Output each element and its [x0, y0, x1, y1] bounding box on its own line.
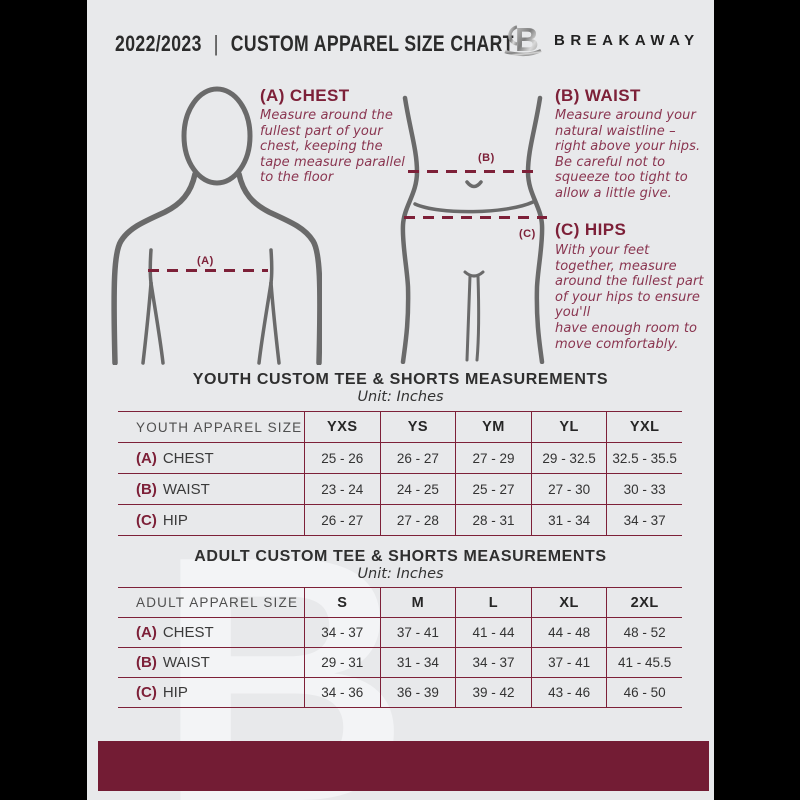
- title-divider: |: [213, 31, 219, 56]
- measurement-line-c: [404, 216, 547, 219]
- measurement-row-label: (C) HIP: [118, 505, 304, 536]
- row-name: HIP: [162, 511, 188, 529]
- size-column-header: YXL: [606, 412, 682, 443]
- row-prefix: (A): [136, 449, 157, 467]
- footer-accent-bar: [98, 741, 709, 791]
- size-column-header: YL: [530, 412, 607, 443]
- measurement-value-cell: 31 - 34: [379, 648, 456, 678]
- row-prefix: (B): [136, 480, 157, 498]
- size-column-header: XL: [530, 588, 607, 618]
- diagram-label-c: (C): [519, 228, 536, 240]
- measurement-value-cell: 34 - 37: [455, 648, 531, 678]
- adult-size-table: ADULT APPAREL SIZE S M L XL 2XL (A) CHES…: [118, 587, 682, 708]
- size-column-header: YS: [379, 412, 456, 443]
- measurement-value-cell: 25 - 26: [304, 443, 380, 474]
- measurement-value-cell: 30 - 33: [606, 474, 682, 505]
- measurement-value-cell: 25 - 27: [455, 474, 531, 505]
- measurement-value-cell: 39 - 42: [455, 678, 531, 708]
- size-column-header: L: [455, 588, 531, 618]
- measurement-row-label: (A) CHEST: [118, 443, 304, 474]
- chest-section-text: Measure around the fullest part of your …: [260, 108, 406, 186]
- youth-size-table: YOUTH APPAREL SIZE YXS YS YM YL YXL (A) …: [118, 411, 682, 536]
- measurement-value-cell: 46 - 50: [606, 678, 682, 708]
- row-name: CHEST: [162, 624, 214, 641]
- measurement-value-cell: 32.5 - 35.5: [606, 443, 682, 474]
- adult-table-title: ADULT CUSTOM TEE & SHORTS MEASUREMENTS: [194, 548, 607, 565]
- measurement-row-label: (B) WAIST: [118, 474, 304, 505]
- row-name: WAIST: [162, 480, 210, 498]
- measurement-line-a: [148, 269, 268, 272]
- svg-text:B: B: [515, 21, 539, 58]
- measurement-value-cell: 29 - 32.5: [530, 443, 607, 474]
- hips-section-text: With your feet together, measure around …: [555, 243, 704, 352]
- breakaway-logo-icon: B: [504, 21, 542, 58]
- page-title: 2022/2023 | CUSTOM APPAREL SIZE CHART: [115, 31, 514, 57]
- measurement-value-cell: 24 - 25: [379, 474, 456, 505]
- hips-section-heading: (C) HIPS: [555, 220, 627, 239]
- measurement-value-cell: 27 - 28: [379, 505, 456, 536]
- measurement-row-label: (A) CHEST: [118, 618, 304, 648]
- waist-section-heading: (B) WAIST: [555, 86, 641, 105]
- measurement-row-label: (C) HIP: [118, 678, 304, 708]
- row-prefix: (B): [136, 654, 157, 671]
- row-prefix: (C): [136, 511, 157, 529]
- size-column-header: YM: [455, 412, 531, 443]
- chest-silhouette-figure: [111, 86, 322, 365]
- measurement-value-cell: 37 - 41: [379, 618, 456, 648]
- measurement-value-cell: 23 - 24: [304, 474, 380, 505]
- measurement-row-label: (B) WAIST: [118, 648, 304, 678]
- measurement-value-cell: 29 - 31: [304, 648, 380, 678]
- measurement-value-cell: 34 - 36: [304, 678, 380, 708]
- adult-unit-label: Unit: Inches: [357, 566, 444, 582]
- measurement-value-cell: 41 - 45.5: [606, 648, 682, 678]
- brand-block: B BREAKAWAY: [501, 17, 700, 63]
- measurement-line-b: [408, 170, 541, 173]
- measurement-value-cell: 36 - 39: [379, 678, 456, 708]
- measurement-value-cell: 44 - 48: [530, 618, 607, 648]
- measurement-value-cell: 37 - 41: [530, 648, 607, 678]
- measurement-value-cell: 27 - 29: [455, 443, 531, 474]
- diagram-label-a: (A): [197, 255, 214, 267]
- measurement-value-cell: 34 - 37: [304, 618, 380, 648]
- year-range: 2022/2023: [115, 31, 202, 56]
- row-name: CHEST: [162, 449, 214, 467]
- youth-corner-header: YOUTH APPAREL SIZE: [118, 412, 304, 443]
- measurement-value-cell: 26 - 27: [379, 443, 456, 474]
- adult-corner-header: ADULT APPAREL SIZE: [118, 588, 304, 618]
- row-prefix: (C): [136, 684, 157, 701]
- youth-unit-label: Unit: Inches: [357, 389, 444, 405]
- row-prefix: (A): [136, 624, 157, 641]
- size-column-header: YXS: [304, 412, 380, 443]
- waist-section-text: Measure around your natural waistline – …: [555, 108, 701, 201]
- measurement-value-cell: 43 - 46: [530, 678, 607, 708]
- size-chart-page: B 2022/2023 | CUSTOM APPAREL SIZE CHART B …: [87, 0, 714, 800]
- measurement-value-cell: 48 - 52: [606, 618, 682, 648]
- measurement-value-cell: 27 - 30: [530, 474, 607, 505]
- measurement-value-cell: 41 - 44: [455, 618, 531, 648]
- measurement-value-cell: 34 - 37: [606, 505, 682, 536]
- row-name: HIP: [162, 684, 188, 701]
- youth-table-title: YOUTH CUSTOM TEE & SHORTS MEASUREMENTS: [192, 371, 609, 388]
- title-text: CUSTOM APPAREL SIZE CHART: [230, 31, 514, 56]
- brand-name: BREAKAWAY: [554, 31, 700, 49]
- chest-section-heading: (A) CHEST: [260, 86, 350, 105]
- measurement-value-cell: 31 - 34: [530, 505, 607, 536]
- row-name: WAIST: [162, 654, 210, 671]
- size-column-header: M: [379, 588, 456, 618]
- size-column-header: S: [304, 588, 380, 618]
- size-column-header: 2XL: [606, 588, 682, 618]
- hips-silhouette-figure: [400, 95, 545, 364]
- measurement-value-cell: 26 - 27: [304, 505, 380, 536]
- diagram-label-b: (B): [478, 152, 495, 164]
- measurement-value-cell: 28 - 31: [455, 505, 531, 536]
